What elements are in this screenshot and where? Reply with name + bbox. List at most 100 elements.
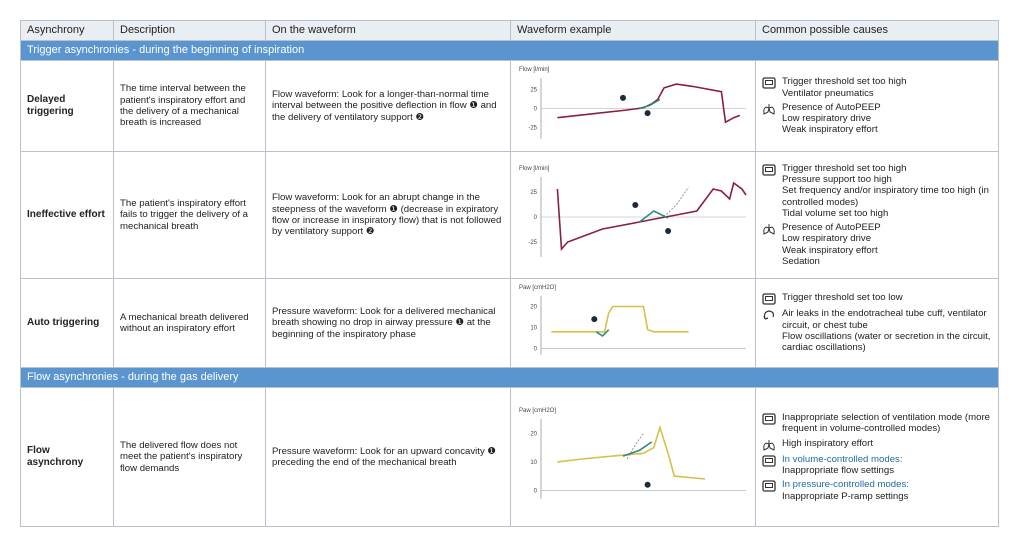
asynchrony-cell: Ineffective effort [20,151,114,279]
table-row: Delayed triggering The time interval betw… [20,60,999,152]
cause-lines: Trigger threshold set too low [782,292,903,303]
cause-lines: In pressure-controlled modes: Inappropria… [782,479,909,502]
waveform-chart: Flow [l/min] 25 0 -25 [519,67,746,139]
icon-shape [765,296,773,302]
cause-lines: Presence of AutoPEEP Low respiratory driv… [782,102,881,136]
waveform-text-cell: Flow waveform: Look for an abrupt change… [265,151,511,279]
cause-lines: Inappropriate selection of ventilation m… [782,412,992,435]
asynchrony-cell: Auto triggering [20,278,114,368]
description-cell: A mechanical breath delivered without an… [113,278,266,368]
axis-label: Paw [cmH2O] [519,408,556,414]
cause-group: Inappropriate selection of ventilation m… [762,412,992,435]
cause-line: Low respiratory drive [782,233,872,245]
tick-label: 20 [530,432,537,438]
cause-group: Trigger threshold set too high Ventilator… [762,76,992,99]
header-cell: Description [113,20,266,41]
trace [557,425,706,481]
tick-label: 0 [534,106,538,112]
section-row: Trigger asynchronies - during the beginn… [20,40,999,61]
tick-label: 10 [530,460,537,466]
waveform-cell: Paw [cmH2O] 20 10 0 [510,387,756,527]
highlight-trace [622,441,653,458]
cause-line: Presence of AutoPEEP [782,222,881,234]
cause-icon [762,77,776,89]
cause-icon [763,224,775,235]
cause-line: Weak inspiratory effort [782,244,878,256]
cause-line: Weak inspiratory effort [782,124,878,136]
highlight-trace [638,210,669,223]
cause-line: High inspiratory effort [782,437,874,449]
icon-shape [762,293,776,306]
trace [556,182,747,252]
trace [557,83,741,124]
cause-lines: Presence of AutoPEEP Low respiratory driv… [782,222,881,267]
waveform-chart: Flow [l/min] 25 0 -25 [519,166,747,258]
icon-shape [763,224,775,235]
icon-shape [762,163,776,176]
section-title: Flow asynchronies - during the gas deliv… [20,367,999,388]
icon-shape [762,455,776,467]
cause-line: In pressure-controlled modes: [782,479,909,491]
cause-lines: Trigger threshold set too high Ventilator… [782,76,906,99]
cause-group: Presence of AutoPEEP Low respiratory driv… [762,222,992,267]
cause-line: Presence of AutoPEEP [782,101,881,113]
table: Asynchrony Description On the waveform Wave… [20,20,999,527]
cause-icon [762,480,776,492]
waveform-cell: Flow [l/min] 25 0 -25 [510,60,756,152]
cause-line: Air leaks in the endotracheal tube cuff,… [782,308,987,331]
cause-line: Inappropriate flow settings [782,465,894,476]
marker [644,109,651,116]
tick-label: -25 [528,125,537,131]
cause-line: Trigger threshold set too high [782,162,907,174]
icon-shape [762,77,776,89]
waveform-chart: Paw [cmH2O] 20 10 0 [519,408,746,500]
tick-label: 20 [530,304,537,310]
causes-cell: Inappropriate selection of ventilation m… [755,387,999,527]
causes-cell: Trigger threshold set too high Ventilator… [755,60,999,152]
cause-line: Low respiratory drive [782,113,872,125]
cause-line: Ventilator pneumatics [782,87,874,99]
cause-icon [762,413,776,425]
header-cell: Waveform example [510,20,756,41]
cause-icon [763,439,775,451]
tick-label: 0 [534,215,538,221]
tick-label: -25 [528,240,537,246]
cause-lines: In volume-controlled modes: Inappropriate… [782,454,903,477]
cause-line: Trigger threshold set too high [782,76,907,88]
icon-shape [765,80,773,86]
description-cell: The patient's inspiratory effort fails t… [113,151,266,279]
cause-icon [762,293,776,306]
cause-lines: Trigger threshold set too high Pressure s… [782,163,992,220]
cause-line: Inappropriate selection of ventilation m… [782,412,990,435]
tick-label: 10 [530,325,537,331]
waveform-cell: Flow [l/min] 25 0 -25 [510,151,756,279]
icon-shape [763,103,775,115]
tick-label: 25 [530,190,537,196]
icon-shape [765,166,773,172]
icon-shape [762,480,776,492]
tick-label: 25 [530,87,537,93]
cause-line: Flow oscillations (water or secretion in… [782,331,991,354]
header-cell: Asynchrony [20,20,114,41]
tick-label: 0 [534,489,538,495]
causes-cell: Trigger threshold set too low Air leaks i… [755,278,999,368]
cause-group: In pressure-controlled modes: Inappropria… [762,479,992,502]
header-cell: Common possible causes [755,20,999,41]
icon-shape [765,457,773,463]
tick-label: 0 [534,347,538,353]
causes-cell: Trigger threshold set too high Pressure s… [755,151,999,279]
axis-label: Flow [l/min] [519,166,550,172]
dashed-trace [663,187,690,218]
trace [551,305,689,333]
cause-lines: High inspiratory effort [782,438,873,449]
highlight-trace [595,328,610,337]
cause-line: Set frequency and/or inspiratory time to… [782,185,989,208]
table-row: Auto triggering A mechanical breath deliv… [20,278,999,368]
cause-line: In volume-controlled modes: [782,453,903,465]
cause-group: Presence of AutoPEEP Low respiratory driv… [762,102,992,136]
description-cell: The delivered flow does not meet the pat… [113,387,266,527]
axis-label: Paw [cmH2O] [519,285,556,291]
marker [644,482,651,489]
cause-group: Air leaks in the endotracheal tube cuff,… [762,308,992,353]
